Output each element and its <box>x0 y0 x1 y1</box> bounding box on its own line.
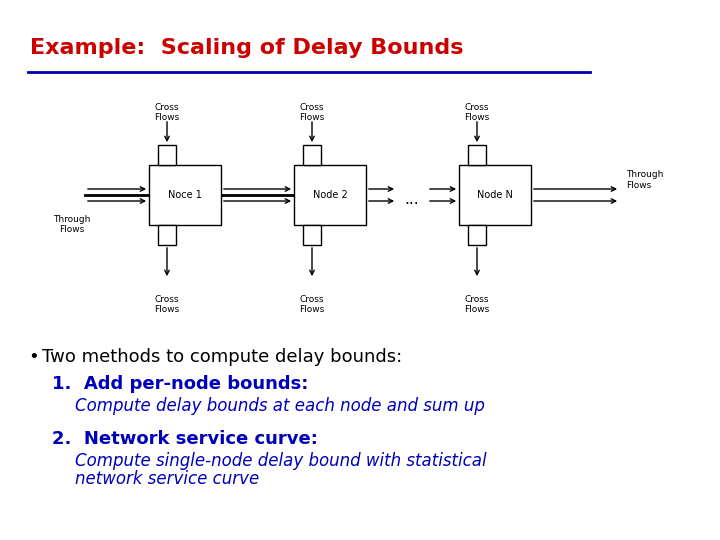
Text: 2.  Network service curve:: 2. Network service curve: <box>52 430 318 448</box>
Bar <box>158 225 176 245</box>
Text: Cross
Flows: Cross Flows <box>154 103 179 123</box>
Text: Two methods to compute delay bounds:: Two methods to compute delay bounds: <box>42 348 402 366</box>
Text: Compute single-node delay bound with statistical: Compute single-node delay bound with sta… <box>75 452 487 470</box>
Text: network service curve: network service curve <box>75 470 259 488</box>
Text: •: • <box>28 348 39 366</box>
Bar <box>303 145 321 165</box>
Text: Node N: Node N <box>477 190 513 200</box>
Text: Through
Flows: Through Flows <box>53 215 91 234</box>
Text: Node 2: Node 2 <box>312 190 347 200</box>
Text: ...: ... <box>405 192 419 206</box>
Bar <box>158 145 176 165</box>
Text: Cross
Flows: Cross Flows <box>154 295 179 314</box>
Bar <box>149 165 221 225</box>
Text: Compute delay bounds at each node and sum up: Compute delay bounds at each node and su… <box>75 397 485 415</box>
Bar <box>468 145 486 165</box>
Bar <box>303 225 321 245</box>
Bar <box>294 165 366 225</box>
Text: Cross
Flows: Cross Flows <box>300 295 325 314</box>
Bar <box>459 165 531 225</box>
Bar <box>468 225 486 245</box>
Text: Example:  Scaling of Delay Bounds: Example: Scaling of Delay Bounds <box>30 38 464 58</box>
Text: Cross
Flows: Cross Flows <box>464 295 490 314</box>
Text: 1.  Add per-node bounds:: 1. Add per-node bounds: <box>52 375 308 393</box>
Text: Noce 1: Noce 1 <box>168 190 202 200</box>
Text: Through
Flows: Through Flows <box>626 170 663 190</box>
Text: Cross
Flows: Cross Flows <box>464 103 490 123</box>
Text: Cross
Flows: Cross Flows <box>300 103 325 123</box>
